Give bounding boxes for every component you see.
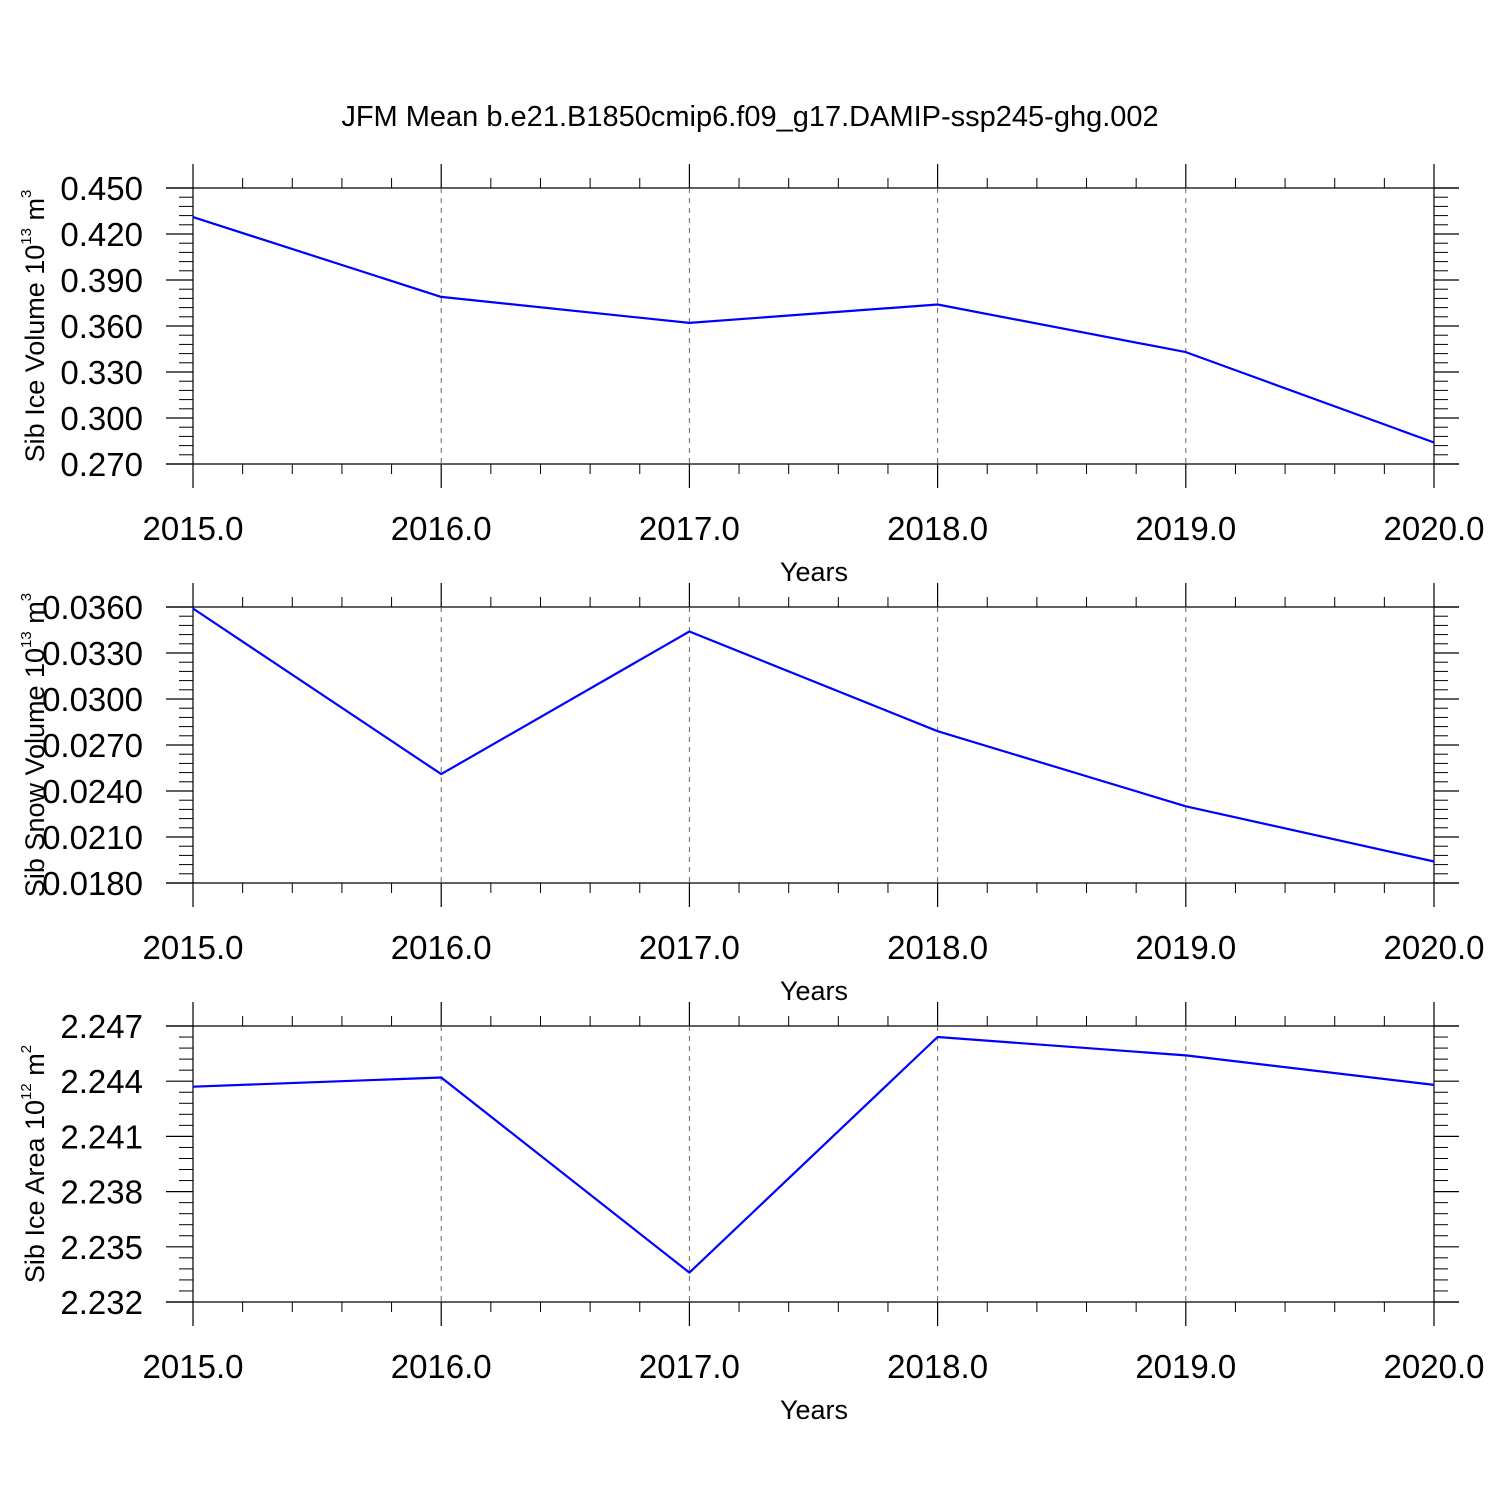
y-axis-title: Sib Snow Volume 1013 m3 bbox=[18, 593, 50, 897]
y-axis-title: Sib Ice Volume 1013 m3 bbox=[18, 190, 50, 463]
y-tick-label: 0.0330 bbox=[42, 635, 143, 672]
x-tick-label: 2015.0 bbox=[143, 1348, 244, 1385]
x-tick-label: 2017.0 bbox=[639, 1348, 740, 1385]
panels: 0.4500.4200.3900.3600.3300.3000.2702015.… bbox=[18, 164, 1484, 1425]
chart-panel-2: 0.0360 0.0330 0.0300 0.0270 0.0240 0.0210 0.01… bbox=[18, 583, 1484, 1006]
x-tick-label: 2017.0 bbox=[639, 510, 740, 547]
y-tick-label: 0.360 bbox=[60, 308, 143, 345]
y-tick-label: 2.235 bbox=[60, 1229, 143, 1266]
x-tick-label: 2020.0 bbox=[1384, 510, 1485, 547]
x-tick-label: 2017.0 bbox=[639, 929, 740, 966]
x-tick-label: 2020.0 bbox=[1384, 1348, 1485, 1385]
chart-panel-1: 0.450 0.420 0.390 0.360 0.330 0.300 0.2702015.… bbox=[18, 164, 1484, 587]
data-line bbox=[192, 607, 1435, 863]
y-tick-label: 0.300 bbox=[60, 400, 143, 437]
x-tick-label: 2019.0 bbox=[1135, 929, 1236, 966]
y-tick-label: 0.0180 bbox=[42, 865, 143, 902]
y-tick-label: 2.247 bbox=[60, 1008, 143, 1045]
x-axis-title: Years bbox=[780, 976, 848, 1006]
x-tick-label: 2019.0 bbox=[1135, 1348, 1236, 1385]
y-tick-label: 0.0240 bbox=[42, 773, 143, 810]
y-tick-label: 0.330 bbox=[60, 354, 143, 391]
x-tick-label: 2018.0 bbox=[887, 510, 988, 547]
y-tick-label: 0.0300 bbox=[42, 681, 143, 718]
y-axis-title: Sib Ice Area 1012 m2 bbox=[18, 1045, 50, 1283]
y-tick-label: 0.0270 bbox=[42, 727, 143, 764]
y-tick-label: 0.0360 bbox=[42, 589, 143, 626]
x-tick-label: 2018.0 bbox=[887, 929, 988, 966]
y-tick-label: 0.450 bbox=[60, 170, 143, 207]
y-tick-label: 2.241 bbox=[60, 1118, 143, 1155]
y-tick-label: 0.0210 bbox=[42, 819, 143, 856]
figure-title: JFM Mean b.e21.B1850cmip6.f09_g17.DAMIP-… bbox=[341, 101, 1158, 133]
y-tick-label: 2.232 bbox=[60, 1284, 143, 1321]
x-tick-label: 2016.0 bbox=[391, 1348, 492, 1385]
x-tick-label: 2018.0 bbox=[887, 1348, 988, 1385]
y-tick-label: 2.244 bbox=[60, 1063, 143, 1100]
x-tick-label: 2016.0 bbox=[391, 510, 492, 547]
data-line bbox=[192, 216, 1435, 444]
y-tick-label: 0.390 bbox=[60, 262, 143, 299]
data-line bbox=[192, 1035, 1435, 1274]
x-tick-label: 2015.0 bbox=[143, 929, 244, 966]
x-axis-title: Years bbox=[780, 557, 848, 587]
x-tick-label: 2016.0 bbox=[391, 929, 492, 966]
x-tick-label: 2019.0 bbox=[1135, 510, 1236, 547]
y-tick-label: 0.420 bbox=[60, 216, 143, 253]
x-axis-title: Years bbox=[780, 1395, 848, 1425]
y-tick-label: 2.238 bbox=[60, 1174, 143, 1211]
x-tick-label: 2020.0 bbox=[1384, 929, 1485, 966]
x-tick-label: 2015.0 bbox=[143, 510, 244, 547]
y-tick-label: 0.270 bbox=[60, 446, 143, 483]
